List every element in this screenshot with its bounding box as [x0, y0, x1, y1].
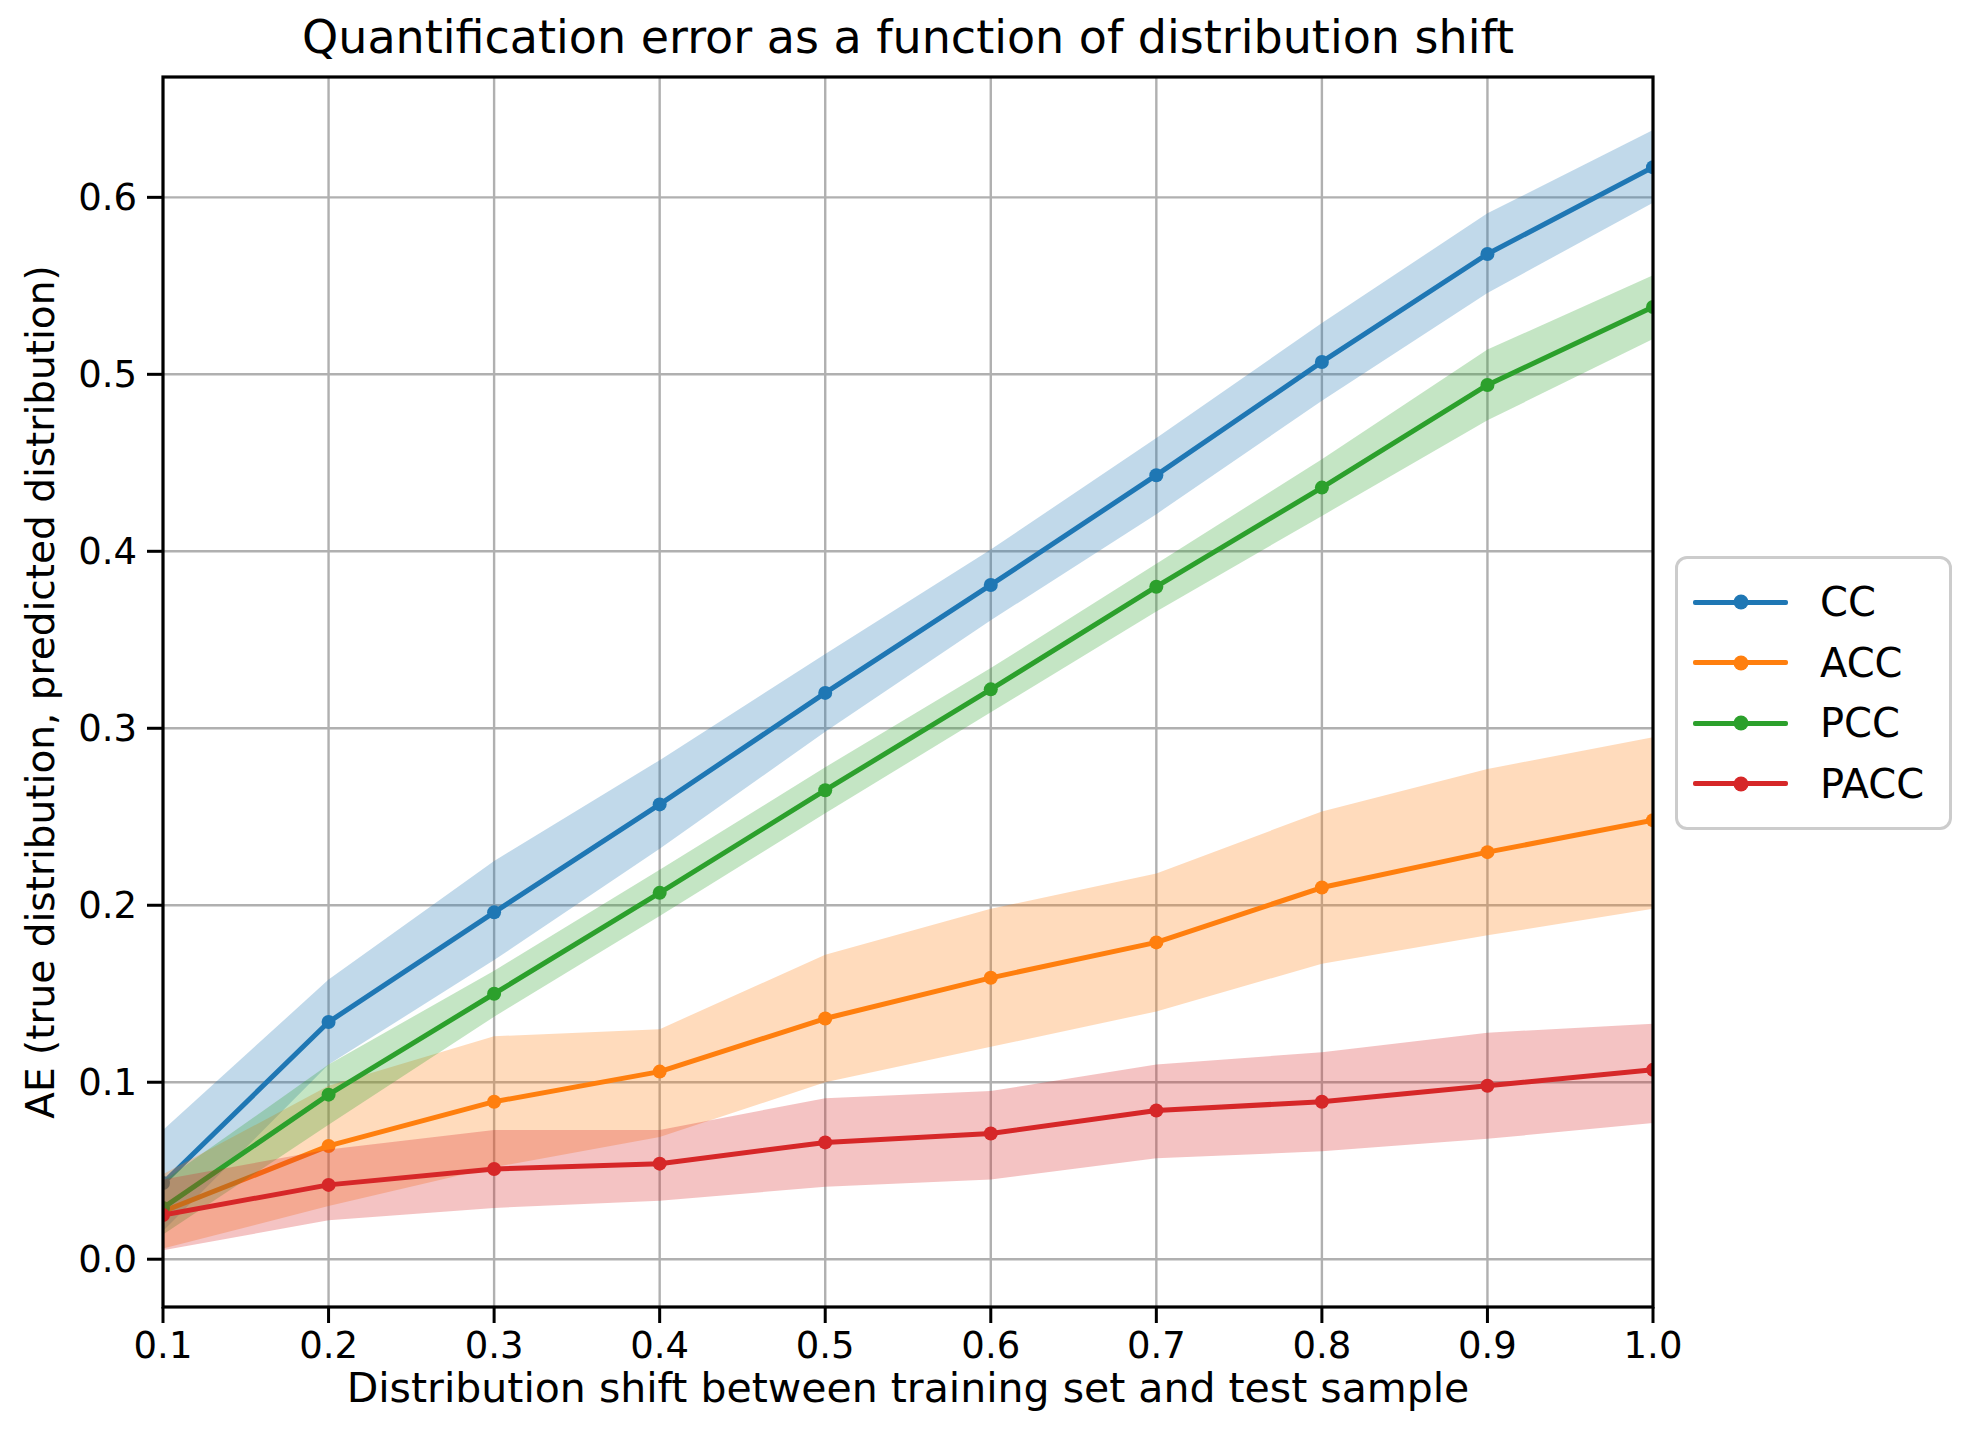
legend-item-pcc: PCC	[1693, 700, 1939, 746]
x-tick-label: 0.2	[299, 1324, 358, 1367]
x-axis-label: Distribution shift between training set …	[163, 1364, 1653, 1412]
data-point-pacc	[1315, 1095, 1329, 1109]
legend: CC ACC PCC PACC	[1675, 556, 1952, 830]
x-tick-label: 1.0	[1624, 1324, 1683, 1367]
data-point-pacc	[322, 1178, 336, 1192]
legend-item-acc: ACC	[1693, 640, 1939, 686]
legend-line-sample	[1693, 721, 1788, 726]
data-point-pcc	[818, 783, 832, 797]
data-point-cc	[1315, 355, 1329, 369]
x-tick-label: 0.8	[1292, 1324, 1351, 1367]
x-tick-label: 0.1	[134, 1324, 193, 1367]
legend-label: PACC	[1820, 761, 1924, 807]
plot-area: 0.1 0.2 0.3 0.4 0.5 0.6 0.7 0.8 0.9 1.0 0.0 0.1 0.2 0…	[0, 0, 1969, 1446]
legend-marker-dot	[1733, 595, 1748, 610]
data-point-pacc	[818, 1135, 832, 1149]
x-tick-label: 0.7	[1127, 1324, 1186, 1367]
legend-marker-dot	[1733, 716, 1748, 731]
y-tick-label: 0.1	[78, 1061, 137, 1104]
x-tick-label: 0.4	[630, 1324, 689, 1367]
data-point-pcc	[984, 682, 998, 696]
data-point-cc	[653, 797, 667, 811]
y-tick-label: 0.2	[78, 884, 137, 927]
x-tick-label: 0.5	[796, 1324, 855, 1367]
data-point-pcc	[653, 886, 667, 900]
x-tick-label: 0.6	[961, 1324, 1020, 1367]
legend-line-sample	[1693, 781, 1788, 786]
data-point-pacc	[1149, 1104, 1163, 1118]
data-point-pacc	[487, 1162, 501, 1176]
data-point-pcc	[1315, 481, 1329, 495]
data-point-cc	[984, 578, 998, 592]
data-point-cc	[818, 686, 832, 700]
x-tick-label: 0.9	[1458, 1324, 1517, 1367]
y-tick-label: 0.5	[78, 353, 137, 396]
y-tick-label: 0.3	[78, 707, 137, 750]
figure: Quantification error as a function of di…	[0, 0, 1969, 1446]
data-point-cc	[322, 1015, 336, 1029]
data-point-pacc	[653, 1157, 667, 1171]
legend-label: CC	[1820, 579, 1876, 625]
legend-label: ACC	[1820, 640, 1903, 686]
x-tick-label: 0.3	[465, 1324, 524, 1367]
data-point-pacc	[1480, 1079, 1494, 1093]
legend-line-sample	[1693, 660, 1788, 665]
data-point-acc	[1480, 845, 1494, 859]
data-point-acc	[818, 1012, 832, 1026]
legend-line-sample	[1693, 600, 1788, 605]
data-point-acc	[653, 1065, 667, 1079]
y-tick-label: 0.4	[78, 530, 137, 573]
legend-item-cc: CC	[1693, 579, 1939, 625]
data-point-pcc	[1480, 378, 1494, 392]
legend-marker-dot	[1733, 655, 1748, 670]
y-tick-label: 0.0	[78, 1238, 137, 1281]
data-point-acc	[487, 1095, 501, 1109]
data-point-acc	[984, 971, 998, 985]
data-point-acc	[1149, 935, 1163, 949]
data-point-cc	[1149, 468, 1163, 482]
legend-marker-dot	[1733, 776, 1748, 791]
data-point-pacc	[984, 1127, 998, 1141]
data-point-pcc	[1149, 580, 1163, 594]
legend-label: PCC	[1820, 700, 1900, 746]
data-point-pcc	[322, 1088, 336, 1102]
data-point-cc	[1480, 247, 1494, 261]
data-point-cc	[487, 905, 501, 919]
data-point-pcc	[487, 987, 501, 1001]
legend-item-pacc: PACC	[1693, 761, 1939, 807]
y-tick-label: 0.6	[78, 176, 137, 219]
data-point-acc	[1315, 881, 1329, 895]
